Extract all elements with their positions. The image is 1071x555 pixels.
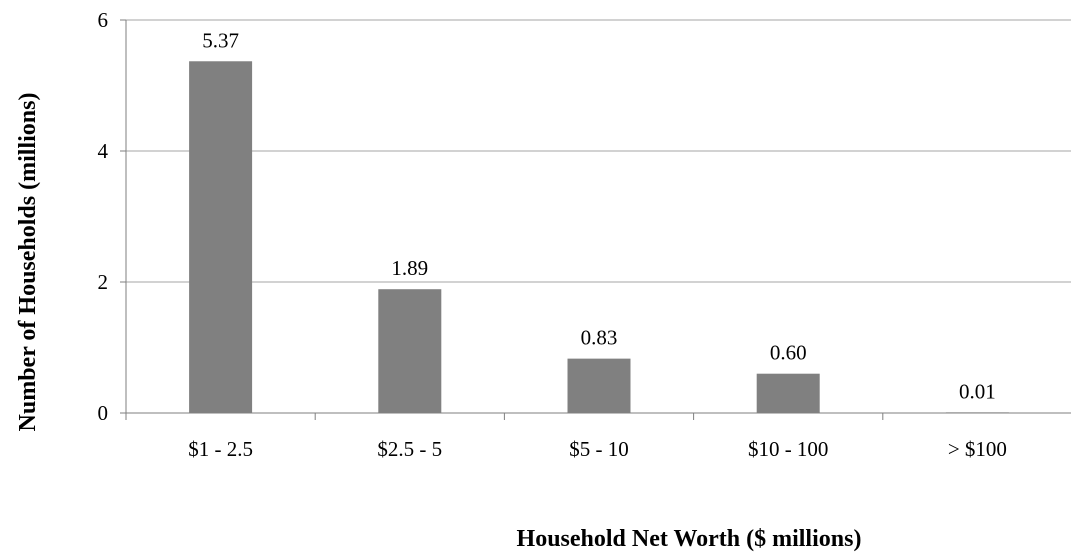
y-tick-label: 6 [98, 8, 109, 32]
bar [756, 373, 820, 413]
bar [567, 358, 631, 413]
y-tick-label: 2 [98, 270, 109, 294]
data-label: 0.60 [770, 341, 807, 365]
x-axis-title: Household Net Worth ($ millions) [517, 526, 862, 552]
data-label: 5.37 [202, 28, 239, 52]
data-label: 0.83 [581, 326, 618, 350]
y-tick-label: 4 [98, 139, 109, 163]
x-tick-label: $1 - 2.5 [188, 437, 253, 461]
x-tick-label: $5 - 10 [569, 437, 629, 461]
y-tick-label: 0 [98, 401, 109, 425]
gridlines [126, 19, 1071, 283]
axes [120, 19, 1071, 420]
data-label: 1.89 [391, 256, 428, 280]
x-tick-label: > $100 [948, 437, 1007, 461]
bars [189, 61, 1009, 413]
x-tick-label: $10 - 100 [748, 437, 829, 461]
labels: 0 2 4 6 5.37 $1 - 2.5 1.89 $2.5 - 5 0.83 $5 - 10 0… [98, 8, 1007, 461]
data-label: 0.01 [959, 379, 996, 403]
bar [189, 61, 253, 413]
x-tick-label: $2.5 - 5 [377, 437, 442, 461]
y-axis-title: Number of Households (millions) [15, 93, 41, 432]
bar [378, 289, 442, 413]
